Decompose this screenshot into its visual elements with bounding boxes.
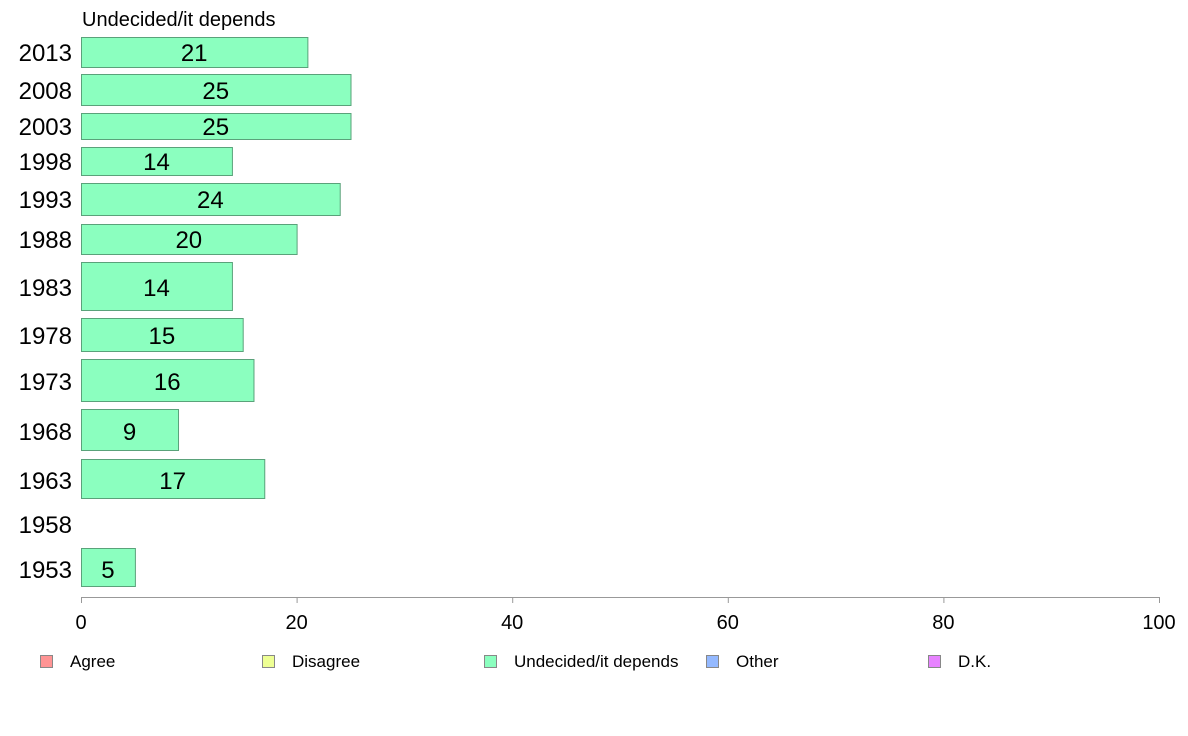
x-tick-label: 40 [501, 612, 523, 634]
bar-value-label: 16 [154, 369, 181, 396]
year-tick-label: 2008 [19, 78, 72, 105]
bar [81, 359, 255, 402]
bar [81, 113, 352, 140]
legend: Agree Disagree Undecided/it depends Other D.… [40, 652, 991, 671]
bar-value-label: 15 [148, 323, 175, 350]
year-labels-group: 2013 2008 2003 1998 1993 1988 1983 1978 1973 1968… [19, 40, 72, 584]
bar-value-label: 25 [202, 114, 229, 141]
legend-swatch [484, 655, 497, 668]
bar [81, 318, 244, 352]
bar-value-label: 21 [181, 40, 208, 67]
year-tick-label: 1968 [19, 419, 72, 446]
legend-label: Disagree [292, 652, 360, 671]
bar [81, 224, 298, 255]
bar-value-label: 14 [143, 275, 170, 302]
legend-label: Undecided/it depends [514, 652, 678, 671]
legend-swatch [262, 655, 275, 668]
legend-label: Other [736, 652, 779, 671]
x-tick-label: 20 [285, 612, 307, 634]
year-tick-label: 1963 [19, 468, 72, 495]
legend-label: D.K. [958, 652, 991, 671]
year-tick-label: 2003 [19, 114, 72, 141]
legend-label: Agree [70, 652, 115, 671]
year-tick-label: 1988 [19, 227, 72, 254]
year-tick-label: 1998 [19, 149, 72, 176]
year-tick-label: 1953 [19, 557, 72, 584]
bar-value-label: 14 [143, 149, 170, 176]
year-tick-label: 1993 [19, 187, 72, 214]
legend-swatch [706, 655, 719, 668]
bar-value-label: 5 [101, 557, 114, 584]
year-tick-label: 2013 [19, 40, 72, 67]
bar-value-label: 20 [175, 227, 202, 254]
bar [81, 262, 233, 311]
year-tick-label: 1958 [19, 512, 72, 539]
bar [81, 74, 352, 106]
chart-title: Undecided/it depends [82, 9, 275, 31]
x-axis: 0 20 40 60 80 100 [75, 597, 1176, 634]
year-tick-label: 1978 [19, 323, 72, 350]
bar [81, 183, 341, 216]
bar [81, 548, 136, 587]
bar [81, 409, 180, 451]
x-tick-label: 80 [932, 612, 954, 634]
legend-swatch [928, 655, 941, 668]
bar-value-label: 25 [202, 78, 229, 105]
bar [81, 147, 233, 176]
year-tick-label: 1983 [19, 275, 72, 302]
year-tick-label: 1973 [19, 369, 72, 396]
legend-swatch [40, 655, 53, 668]
x-tick-label: 100 [1142, 612, 1175, 634]
bar [81, 37, 309, 68]
x-tick-label: 60 [717, 612, 739, 634]
bar-value-label: 24 [197, 187, 224, 214]
bar-value-label: 9 [123, 419, 136, 446]
bar [81, 459, 266, 499]
x-tick-label: 0 [75, 612, 86, 634]
bar-value-label: 17 [159, 468, 186, 495]
